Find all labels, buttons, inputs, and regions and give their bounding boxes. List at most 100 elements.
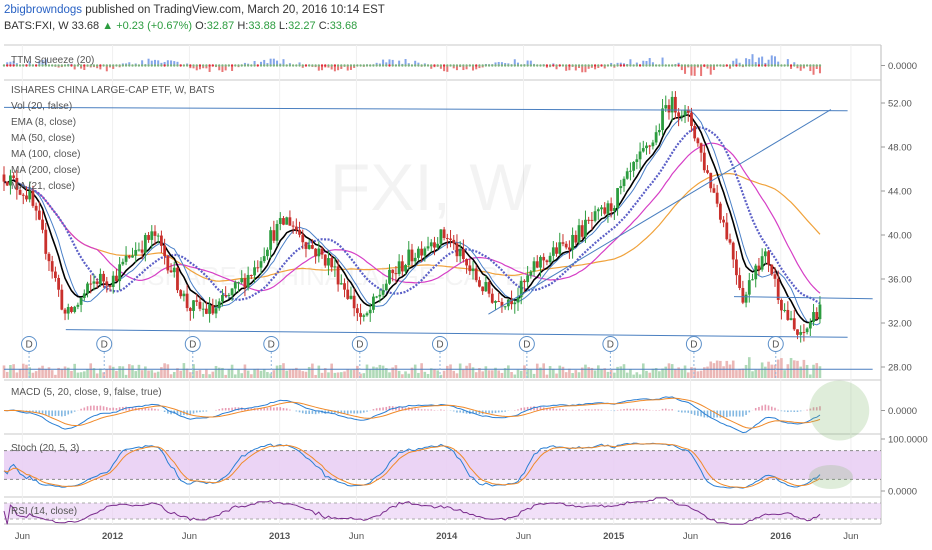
candle-body — [400, 261, 404, 272]
candle-body — [372, 296, 375, 310]
squeeze-dot — [166, 64, 170, 67]
volume-bar — [83, 371, 86, 378]
squeeze-bar — [565, 65, 568, 71]
volume-bar — [182, 363, 186, 378]
macd-histogram-bar — [308, 410, 310, 414]
high-label: H: — [237, 20, 249, 32]
squeeze-pane-title: TTM Squeeze (20) — [11, 55, 94, 66]
squeeze-dot — [47, 64, 51, 67]
candle — [445, 233, 449, 249]
squeeze-dot — [243, 64, 247, 67]
stoch-d-line — [3, 443, 821, 489]
candle-body — [596, 209, 600, 212]
volume-bar — [44, 369, 48, 378]
squeeze-dot — [89, 64, 92, 67]
macd-histogram-bar — [796, 410, 799, 412]
candle-body — [503, 306, 507, 308]
candle — [738, 267, 742, 291]
macd-histogram-bar — [154, 408, 156, 411]
volume-bar — [9, 365, 12, 378]
squeeze-dot — [269, 64, 272, 67]
squeeze-dot — [732, 64, 735, 67]
dividend-marker[interactable]: D — [21, 336, 38, 379]
squeeze-bar — [224, 65, 227, 71]
squeeze-dot — [76, 64, 80, 67]
volume-bar — [632, 374, 635, 378]
squeeze-bar — [584, 65, 587, 73]
dividend-marker[interactable]: D — [767, 336, 784, 379]
candle — [590, 211, 594, 230]
candle — [272, 220, 276, 244]
squeeze-dot — [211, 64, 215, 67]
candle-body — [702, 152, 706, 171]
candle — [307, 239, 311, 250]
author-link[interactable]: 2bigbrowndogs — [4, 4, 83, 16]
candle-body — [105, 281, 109, 286]
open-value: 32.87 — [206, 20, 235, 32]
squeeze-bar — [594, 65, 597, 70]
candle — [603, 202, 607, 216]
candle-body — [458, 249, 462, 257]
candle — [442, 226, 446, 241]
squeeze-dot — [259, 64, 263, 67]
candle-body — [593, 211, 597, 221]
macd-histogram-bar — [118, 407, 121, 411]
macd-histogram-bar — [758, 406, 760, 411]
volume-bar — [304, 371, 308, 378]
squeeze-bar — [6, 62, 9, 66]
dividend-marker[interactable]: D — [685, 336, 702, 379]
candle — [275, 220, 279, 247]
candle — [204, 301, 208, 315]
macd-histogram-bar — [742, 410, 744, 417]
candle — [667, 99, 671, 120]
squeeze-bar — [597, 65, 600, 68]
dividend-marker[interactable]: D — [263, 336, 280, 379]
macd-histogram-bar — [285, 408, 288, 411]
dividend-marker[interactable]: D — [184, 336, 201, 379]
dividend-marker[interactable]: D — [602, 336, 619, 379]
price-change: +0.23 (+0.67%) — [116, 20, 193, 32]
squeeze-bar — [748, 59, 751, 66]
macd-histogram-bar — [591, 409, 593, 411]
candle — [182, 290, 186, 302]
volume-bar — [31, 372, 35, 378]
candle-body — [773, 274, 777, 279]
candle — [741, 280, 745, 305]
squeeze-dot — [176, 64, 179, 67]
candle — [718, 201, 722, 224]
volume-bar — [54, 374, 57, 378]
candle-body — [31, 190, 35, 206]
candle-body — [442, 229, 446, 239]
macd-histogram-bar — [690, 410, 693, 414]
squeeze-bar — [712, 65, 715, 71]
dividend-marker[interactable]: D — [518, 336, 535, 379]
candle-body — [320, 248, 324, 255]
squeeze-bar — [349, 65, 352, 70]
volume-bar — [423, 371, 427, 378]
candle — [28, 181, 32, 203]
dividend-marker[interactable]: D — [96, 336, 113, 379]
volume-bar — [651, 368, 655, 378]
candle-body — [410, 249, 414, 262]
dividend-marker[interactable]: D — [351, 336, 368, 379]
squeeze-bar — [269, 58, 272, 66]
macd-histogram-bar — [738, 410, 741, 417]
volume-bar — [523, 365, 526, 378]
volume-bar — [21, 363, 25, 378]
dividend-marker[interactable]: D — [431, 336, 448, 379]
candle — [336, 259, 340, 292]
candle-body — [288, 217, 292, 226]
volume-bar — [362, 373, 366, 378]
candle-body — [365, 313, 369, 316]
macd-histogram-bar — [520, 407, 523, 411]
squeeze-dot — [108, 64, 112, 67]
candle — [86, 281, 89, 298]
last-price: 33.68 — [71, 20, 100, 32]
squeeze-dot — [487, 64, 491, 67]
squeeze-dot — [439, 64, 443, 67]
macd-histogram-bar — [99, 405, 102, 411]
squeeze-bar — [141, 60, 144, 66]
squeeze-dot — [92, 64, 96, 67]
candle-body — [709, 172, 713, 189]
volume-bar — [744, 364, 748, 378]
